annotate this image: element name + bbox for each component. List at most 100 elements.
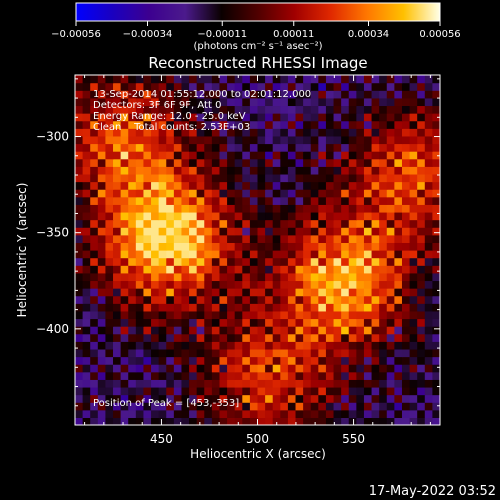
image-pixel (303, 379, 312, 388)
image-pixel (105, 75, 114, 84)
image-pixel (158, 97, 167, 107)
image-pixel (211, 402, 221, 411)
image-pixel (295, 409, 304, 418)
image-pixel (204, 113, 213, 122)
image-pixel (181, 250, 190, 259)
image-pixel (189, 82, 198, 91)
image-pixel (409, 250, 418, 259)
image-pixel (196, 143, 205, 152)
image-pixel (363, 394, 373, 403)
image-pixel (303, 151, 312, 160)
image-pixel (128, 288, 137, 297)
image-pixel (348, 371, 357, 380)
image-pixel (371, 242, 380, 251)
image-pixel (310, 173, 319, 183)
image-pixel (113, 326, 122, 335)
image-pixel (82, 402, 91, 411)
image-pixel (120, 189, 129, 198)
image-pixel (249, 288, 259, 297)
image-pixel (120, 409, 129, 418)
image-pixel (113, 204, 122, 213)
image-pixel (424, 105, 433, 114)
image-pixel (135, 280, 145, 289)
image-pixel (189, 166, 198, 175)
image-pixel (417, 75, 426, 84)
image-pixel (234, 280, 243, 289)
image-pixel (280, 219, 289, 228)
image-pixel (432, 97, 440, 107)
image-pixel (333, 90, 342, 99)
image-pixel (287, 189, 297, 198)
image-pixel (409, 173, 418, 183)
image-pixel (401, 409, 411, 418)
image-pixel (257, 90, 266, 99)
image-pixel (356, 204, 365, 213)
image-pixel (97, 234, 107, 243)
image-pixel (204, 295, 213, 304)
image-pixel (128, 120, 137, 129)
image-pixel (158, 303, 167, 312)
image-pixel (265, 234, 274, 243)
image-pixel (394, 196, 403, 205)
image-pixel (249, 303, 259, 312)
image-pixel (189, 189, 198, 198)
image-pixel (158, 181, 167, 190)
image-pixel (143, 234, 152, 243)
image-pixel (151, 158, 160, 167)
image-pixel (135, 204, 145, 213)
image-pixel (97, 135, 107, 145)
image-pixel (318, 386, 327, 396)
image-pixel (287, 173, 297, 183)
image-pixel (234, 204, 243, 213)
image-pixel (97, 211, 107, 221)
image-pixel (348, 288, 357, 297)
image-pixel (272, 242, 281, 251)
image-pixel (333, 173, 342, 183)
image-pixel (265, 204, 274, 213)
image-pixel (401, 371, 411, 380)
image-pixel (166, 75, 175, 84)
image-pixel (135, 303, 145, 312)
image-pixel (356, 189, 365, 198)
image-pixel (386, 272, 395, 282)
image-pixel (75, 303, 84, 312)
image-pixel (257, 356, 266, 365)
image-pixel (318, 181, 327, 190)
image-pixel (219, 402, 228, 411)
image-pixel (280, 82, 289, 91)
image-pixel (394, 364, 403, 373)
image-pixel (310, 417, 319, 425)
image-pixel (310, 196, 319, 205)
image-pixel (424, 272, 433, 282)
image-pixel (379, 181, 388, 190)
image-pixel (158, 196, 167, 205)
image-pixel (143, 242, 152, 251)
image-pixel (75, 250, 84, 259)
image-pixel (211, 82, 221, 91)
annotation-detectors: Detectors: 3F 6F 9F, Att 0 (93, 100, 221, 111)
image-pixel (90, 227, 99, 236)
image-pixel (424, 409, 433, 418)
image-pixel (143, 143, 152, 152)
image-pixel (113, 166, 122, 175)
image-pixel (325, 113, 335, 122)
image-pixel (105, 394, 114, 403)
image-pixel (211, 158, 221, 167)
image-pixel (325, 158, 335, 167)
image-pixel (401, 181, 411, 190)
image-pixel (287, 341, 297, 350)
image-pixel (371, 250, 380, 259)
image-pixel (166, 189, 175, 198)
image-pixel (310, 82, 319, 91)
image-pixel (401, 189, 411, 198)
image-pixel (227, 82, 236, 91)
image-pixel (234, 227, 243, 236)
image-pixel (371, 113, 380, 122)
image-pixel (135, 173, 145, 183)
image-pixel (249, 310, 259, 320)
image-pixel (234, 333, 243, 342)
image-pixel (82, 151, 91, 160)
image-pixel (158, 158, 167, 167)
image-pixel (272, 250, 281, 259)
image-pixel (417, 333, 426, 342)
